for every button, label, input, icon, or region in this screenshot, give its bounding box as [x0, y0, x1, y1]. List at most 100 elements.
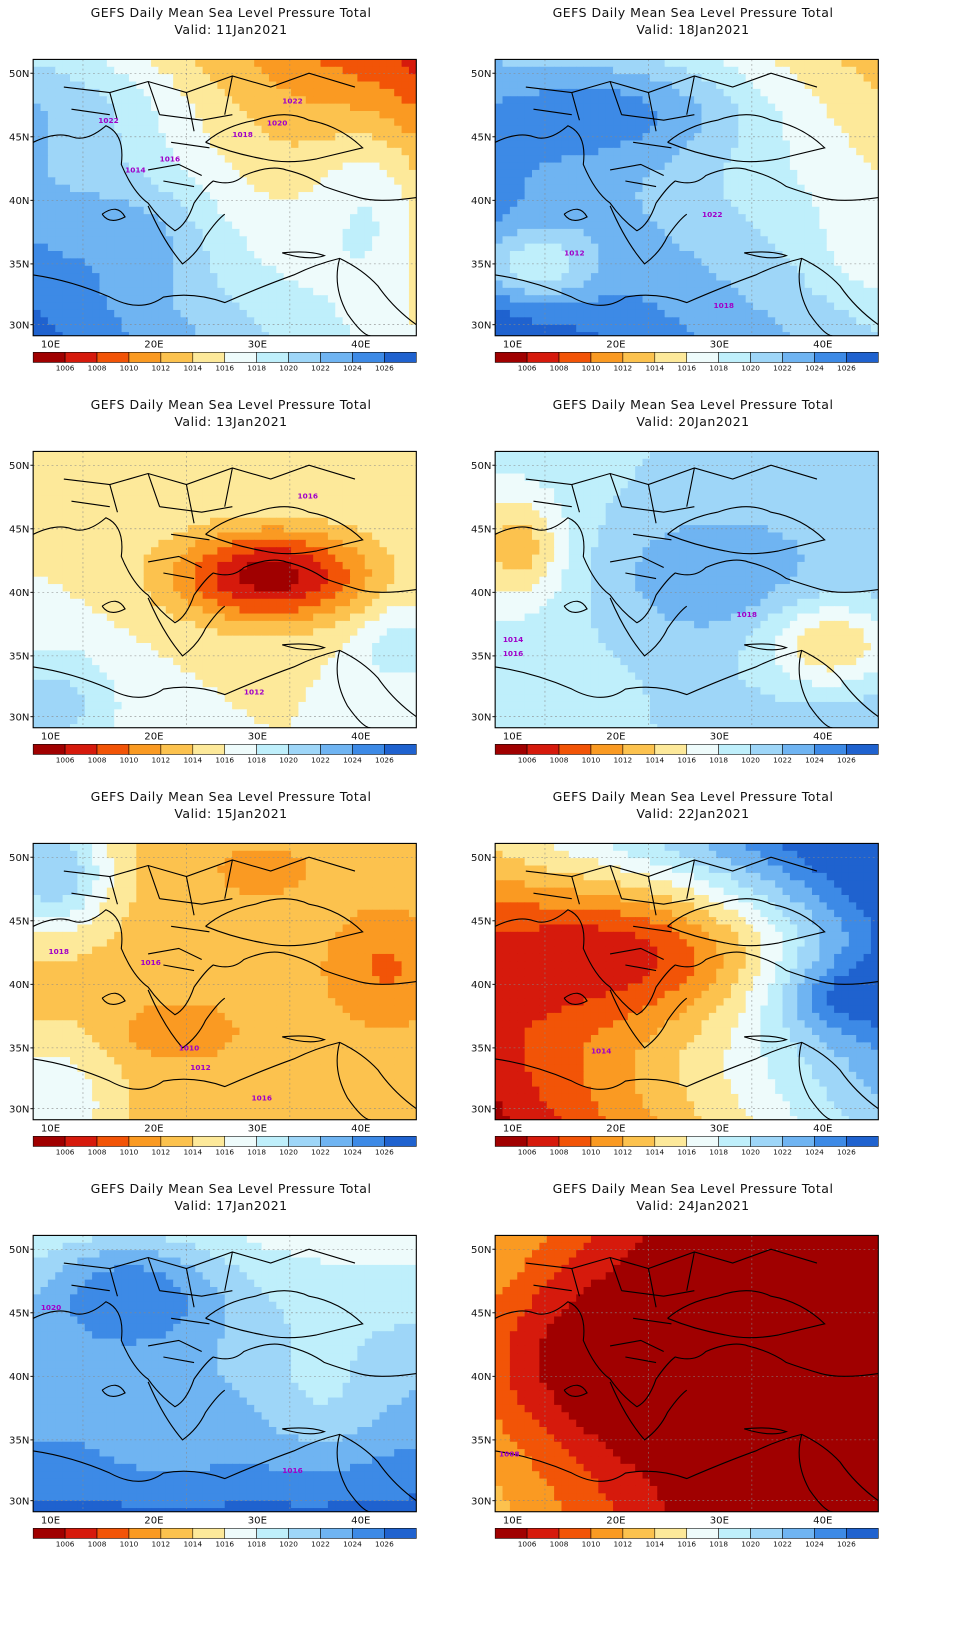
colorbar-swatch [782, 744, 815, 755]
panel-valid-date: Valid: 11Jan2021 [174, 22, 288, 37]
colorbar-swatch [494, 1136, 528, 1147]
latitude-label: 35N [9, 1044, 29, 1055]
coastline [33, 125, 417, 232]
map-panel: GEFS Daily Mean Sea Level Pressure Total… [462, 784, 924, 1184]
pressure-map: 1018 1014 1016 50N 45N 40N 35N 30N 10E 20E 30E 40E 1… [471, 450, 879, 765]
pressure-map: 1016 1012 50N 45N 40N 35N 30N 10E 20E 30E 40E 1006 1… [9, 450, 417, 765]
colorbar-label: 1020 [279, 1540, 298, 1549]
colorbar-swatch [128, 352, 162, 363]
coastline [744, 251, 789, 259]
latitude-label: 30N [9, 1104, 29, 1115]
colorbar-swatch [96, 352, 130, 363]
colorbar-swatch [64, 1136, 98, 1147]
colorbar-label: 1010 [120, 1540, 139, 1549]
colorbar-label: 1024 [343, 364, 362, 373]
colorbar-swatch [256, 352, 289, 363]
colorbar-label: 1008 [88, 756, 107, 765]
contour-label: 1012 [244, 688, 264, 697]
latitude-label: 35N [471, 1044, 491, 1055]
colorbar-label: 1022 [773, 364, 792, 373]
coastline [495, 649, 879, 718]
contour-label: 1016 [298, 491, 318, 500]
contour-label: 1014 [125, 166, 145, 175]
contour-label: 1016 [282, 1466, 302, 1475]
colorbar-swatch [224, 744, 257, 755]
colorbar-label: 1012 [614, 756, 633, 765]
colorbar-swatch [32, 1136, 66, 1147]
colorbar-swatch [352, 1528, 385, 1539]
colorbar-label: 1020 [741, 364, 760, 373]
colorbar-swatch [224, 1136, 257, 1147]
colorbar-label: 1014 [183, 364, 202, 373]
colorbar-swatch [32, 352, 66, 363]
latitude-label: 35N [9, 1436, 29, 1447]
coastline [148, 1317, 210, 1364]
colorbar-swatch [846, 1136, 879, 1147]
colorbar-label: 1024 [343, 1148, 362, 1157]
colorbar-label: 1020 [741, 756, 760, 765]
colorbar-label: 1024 [343, 756, 362, 765]
contour-label: 1016 [252, 1093, 272, 1102]
colorbar-swatch [686, 1136, 719, 1147]
colorbar-swatch [654, 1528, 688, 1539]
colorbar-label: 1006 [56, 1540, 75, 1549]
colorbar-swatch [590, 1136, 624, 1147]
colorbar-swatch [288, 744, 321, 755]
coastline [147, 989, 226, 1049]
coastline [71, 467, 233, 524]
colorbar-label: 1014 [183, 1148, 202, 1157]
contour-label: 1020 [41, 1303, 61, 1312]
colorbar-swatch [718, 744, 751, 755]
panel-valid-date: Valid: 17Jan2021 [174, 1198, 288, 1213]
longitude-label: 10E [503, 732, 522, 743]
colorbar-swatch [384, 744, 417, 755]
colorbar-swatch [718, 352, 751, 363]
panel-title: GEFS Daily Mean Sea Level Pressure Total [90, 5, 372, 20]
colorbar-label: 1016 [215, 1540, 234, 1549]
longitude-label: 40E [813, 340, 832, 351]
latitude-label: 50N [9, 69, 29, 80]
coastline [667, 898, 826, 947]
coastline [495, 125, 879, 232]
contour-label: 1016 [503, 649, 523, 658]
colorbar-label: 1006 [56, 1148, 75, 1157]
colorbar-swatch [622, 1136, 656, 1147]
longitude-label: 30E [248, 1124, 267, 1135]
colorbar-swatch [750, 1528, 783, 1539]
latitude-label: 30N [471, 1104, 491, 1115]
longitude-label: 40E [351, 732, 370, 743]
coastline [336, 258, 371, 336]
longitude-label: 20E [606, 1516, 625, 1527]
contour-label: 1018 [737, 610, 757, 619]
colorbar-label: 1024 [805, 364, 824, 373]
pressure-map: 1022 1022 1020 1018 1016 1014 50N 45N 40N 35N 30N 1… [9, 58, 417, 373]
colorbar-label: 1016 [215, 364, 234, 373]
contour-label: 1014 [591, 1046, 611, 1055]
latitude-label: 45N [9, 1308, 29, 1319]
colorbar-swatch [192, 1136, 226, 1147]
coastline [667, 1290, 826, 1339]
latitude-label: 50N [471, 69, 491, 80]
coastline [610, 141, 672, 188]
colorbar-label: 1026 [375, 1148, 394, 1157]
coastline [798, 1434, 833, 1512]
longitude-label: 20E [144, 1516, 163, 1527]
colorbar-swatch [224, 352, 257, 363]
colorbar-swatch [654, 352, 688, 363]
longitude-label: 20E [144, 340, 163, 351]
coastline [71, 859, 233, 916]
contour-label: 1022 [282, 97, 302, 106]
contour-label: 1012 [190, 1063, 210, 1072]
colorbar-label: 1026 [837, 1540, 856, 1549]
contour-label: 1018 [714, 301, 734, 310]
colorbar-swatch [558, 744, 592, 755]
panel-title: GEFS Daily Mean Sea Level Pressure Total [552, 1181, 834, 1196]
coastline [563, 600, 588, 613]
colorbar-label: 1022 [311, 1540, 330, 1549]
colorbar-label: 1016 [215, 756, 234, 765]
latitude-label: 35N [9, 652, 29, 663]
colorbar-label: 1012 [152, 1540, 171, 1549]
colorbar-swatch [590, 1528, 624, 1539]
colorbar-label: 1010 [582, 364, 601, 373]
coastline [798, 650, 833, 728]
